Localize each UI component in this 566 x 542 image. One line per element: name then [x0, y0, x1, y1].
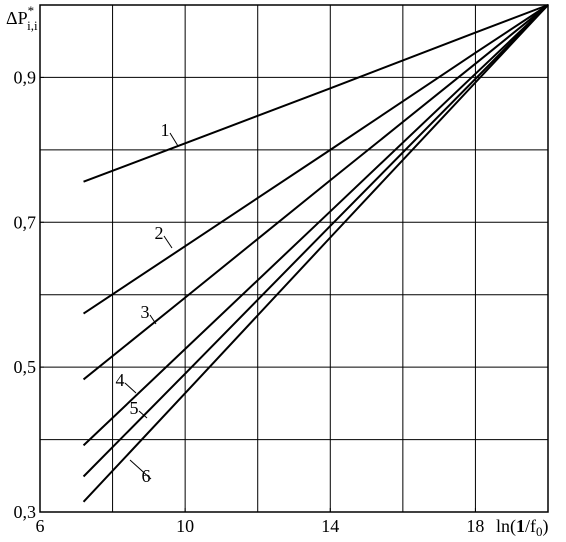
series-label: 4 — [116, 370, 125, 390]
series-label: 3 — [141, 302, 150, 322]
line-series — [83, 4, 549, 183]
y-label-sub: i,i — [27, 18, 38, 33]
x-tick-label: 6 — [36, 516, 45, 536]
y-axis-label: ΔP* i,i — [6, 3, 38, 33]
series-label: 5 — [130, 398, 139, 418]
line-series — [82, 4, 549, 315]
y-label-sup: * — [28, 3, 35, 18]
x-label-post: ) — [543, 516, 549, 537]
series-label: 6 — [142, 466, 151, 486]
x-tick-label: 14 — [321, 516, 339, 536]
leader-line — [169, 132, 179, 147]
y-label-base: ΔP — [6, 8, 28, 28]
x-label-mid: /f — [525, 516, 536, 536]
leader-line — [129, 459, 152, 480]
x-label-pre: ln( — [496, 516, 516, 537]
leader-line — [138, 410, 148, 419]
plot-frame — [39, 4, 549, 513]
leader-line — [124, 382, 137, 394]
leader-line — [149, 314, 157, 325]
series-label: 2 — [155, 223, 164, 243]
x-axis-label: ln(1/f0) — [496, 516, 549, 539]
x-tick-label: 10 — [176, 516, 194, 536]
line-series — [82, 4, 549, 478]
line-series — [82, 4, 549, 447]
x-label-sub: 0 — [536, 524, 543, 539]
series-label: 1 — [161, 120, 170, 140]
leader-line — [163, 235, 173, 249]
line-series — [82, 4, 549, 381]
x-label-bold: 1 — [516, 516, 525, 536]
y-tick-label: 0,3 — [14, 502, 37, 522]
x-tick-label: 18 — [466, 516, 484, 536]
y-tick-label: 0,9 — [14, 67, 37, 87]
line-series — [82, 4, 549, 503]
y-tick-label: 0,5 — [14, 357, 37, 377]
y-tick-label: 0,7 — [14, 212, 37, 232]
